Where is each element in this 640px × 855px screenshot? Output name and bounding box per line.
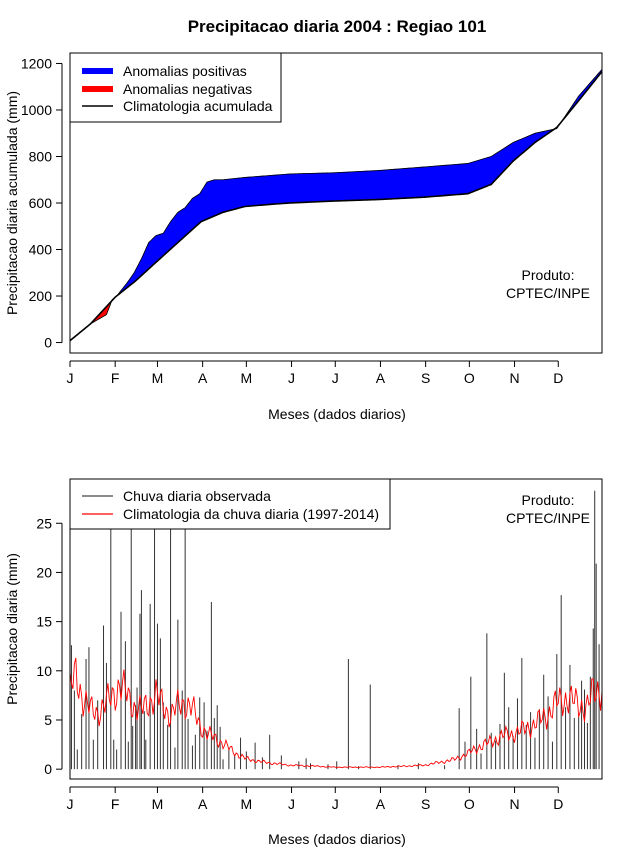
bottom-legend: Chuva diaria observada Climatologia da c… — [69, 478, 391, 530]
y-tick-label: 600 — [29, 195, 53, 211]
top-plot — [69, 68, 603, 342]
x-tick-label: D — [553, 370, 563, 386]
y-tick-label: 20 — [36, 564, 52, 580]
legend-label-observed: Chuva diaria observada — [123, 488, 271, 504]
legend-label-positive: Anomalias positivas — [123, 63, 247, 79]
legend-label-climatology-daily: Climatologia da chuva diaria (1997-2014) — [123, 506, 379, 522]
top-x-axis-label: Meses (dados diarios) — [268, 406, 406, 422]
bottom-legend-box — [69, 478, 391, 530]
observed-accumulated-line — [69, 69, 603, 341]
x-tick-label: J — [67, 796, 74, 812]
x-tick-label: J — [288, 370, 295, 386]
legend-label-negative: Anomalias negativas — [123, 81, 252, 97]
top-annotation-line-1: Produto: — [522, 267, 575, 283]
x-tick-label: S — [421, 796, 430, 812]
bottom-annotation-line-2: CPTEC/INPE — [506, 510, 590, 526]
top-annotation-line-2: CPTEC/INPE — [506, 285, 590, 301]
positive-anomaly-area — [112, 128, 555, 301]
y-tick-label: 5 — [44, 712, 52, 728]
x-tick-label: A — [198, 796, 208, 812]
x-tick-label: J — [288, 796, 295, 812]
x-tick-label: J — [67, 370, 74, 386]
x-tick-label: F — [111, 370, 120, 386]
x-tick-label: O — [464, 796, 475, 812]
x-tick-label: F — [111, 796, 120, 812]
x-tick-label: O — [464, 370, 475, 386]
x-tick-label: J — [332, 370, 339, 386]
y-tick-label: 1200 — [21, 55, 52, 71]
x-tick-label: S — [421, 370, 430, 386]
bottom-plot — [69, 490, 603, 770]
x-tick-label: M — [152, 796, 164, 812]
climatology-accumulated-line — [69, 71, 603, 342]
y-tick-label: 15 — [36, 614, 52, 630]
legend-label-climatology: Climatologia acumulada — [123, 98, 273, 114]
bottom-y-axis: 0 5 10 15 20 25 — [36, 515, 63, 777]
top-legend: Anomalias positivas Anomalias negativas … — [69, 52, 282, 123]
top-y-axis: 0 200 400 600 800 1000 1200 — [21, 55, 63, 351]
bottom-x-axis-label: Meses (dados diarios) — [268, 831, 406, 847]
y-tick-label: 800 — [29, 148, 53, 164]
top-y-axis-label: Precipitacao diaria acumulada (mm) — [4, 91, 20, 315]
y-tick-label: 10 — [36, 663, 52, 679]
x-tick-label: A — [376, 796, 386, 812]
y-tick-label: 0 — [44, 761, 52, 777]
x-tick-label: N — [509, 796, 519, 812]
y-tick-label: 200 — [29, 288, 53, 304]
x-tick-label: M — [152, 370, 164, 386]
x-tick-label: N — [509, 370, 519, 386]
bottom-y-axis-label: Precipitacao diaria (mm) — [4, 553, 20, 705]
top-plot-frame — [69, 52, 603, 354]
x-tick-label: D — [553, 796, 563, 812]
x-tick-label: A — [198, 370, 208, 386]
y-tick-label: 400 — [29, 242, 53, 258]
x-tick-label: M — [241, 370, 253, 386]
bottom-annotation-line-1: Produto: — [522, 492, 575, 508]
y-tick-label: 25 — [36, 515, 52, 531]
y-tick-label: 1000 — [21, 102, 52, 118]
y-tick-label: 0 — [44, 335, 52, 351]
x-tick-label: J — [332, 796, 339, 812]
x-tick-label: A — [376, 370, 386, 386]
chart-title: Precipitacao diaria 2004 : Regiao 101 — [188, 17, 487, 36]
x-tick-label: M — [241, 796, 253, 812]
daily-climatology-line — [69, 657, 603, 769]
